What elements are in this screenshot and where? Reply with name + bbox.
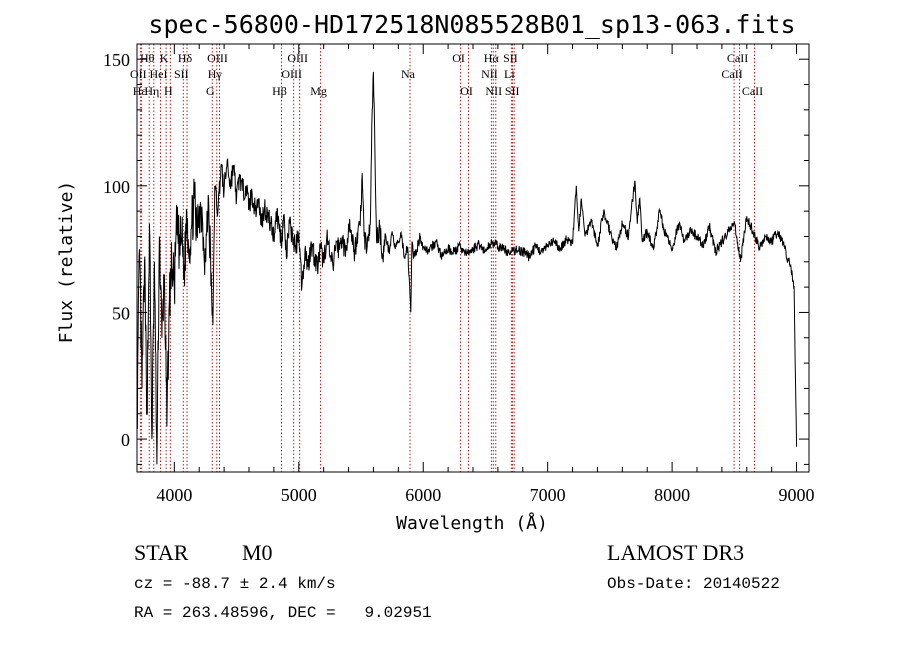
y-axis-label: Flux (relative) [56,181,77,344]
line-label-20: NII [481,67,498,81]
obs-date-text: Obs-Date: 20140522 [607,575,780,593]
line-label-3: K [160,51,169,65]
survey-name: LAMOST DR3 [607,540,745,565]
line-label-2: Hε [133,84,147,98]
x-tick-label-2: 6000 [405,485,441,505]
line-label-7: SII [174,67,189,81]
y-axis-tick-labels: 0 50 100 150 [103,50,130,450]
object-class: STAR [134,540,189,565]
line-label-9: OIII [207,51,228,65]
x-tick-label-4: 8000 [654,485,690,505]
redshift-text: cz = -88.7 ± 2.4 km/s [134,575,336,593]
x-tick-label-0: 4000 [156,485,192,505]
line-label-11: G [206,84,215,98]
x-axis-ticks [173,44,798,472]
line-label-27: CaII [742,84,763,98]
y-axis-ticks [137,58,809,465]
line-label-26: CaII [721,67,742,81]
line-label-16: Na [401,67,416,81]
emission-line-markers [139,44,755,472]
line-label-24: SII [505,84,520,98]
coordinates-text: RA = 263.48596, DEC = 9.02951 [134,604,432,622]
line-label-18: OI [460,84,473,98]
line-label-0: Hθ [140,51,155,65]
line-label-8: H [164,84,173,98]
line-label-12: OIII [287,51,308,65]
x-axis-label: Wavelength (Å) [396,512,548,534]
y-tick-label-0: 0 [121,430,130,450]
line-label-23: Li [504,67,515,81]
line-label-14: Hβ [272,84,287,98]
x-axis-tick-labels: 4000 5000 6000 7000 8000 9000 [156,485,814,505]
x-tick-label-5: 9000 [779,485,815,505]
line-label-17: OI [452,51,465,65]
y-tick-label-1: 50 [112,303,130,323]
object-subclass: M0 [242,540,273,565]
line-label-25: CaII [727,51,748,65]
y-tick-label-2: 100 [103,177,130,197]
line-label-5: Hη [144,84,159,98]
line-label-22: SII [503,51,518,65]
line-label-13: OIII [281,67,302,81]
line-label-19: Hα [484,51,500,65]
x-tick-label-1: 5000 [281,485,317,505]
line-label-21: NII [485,84,502,98]
x-tick-label-3: 7000 [530,485,566,505]
line-label-6: Hδ [178,51,193,65]
plot-frame [136,43,810,473]
line-label-15: Mg [310,84,327,98]
y-tick-label-3: 150 [103,50,130,70]
flux-series-line [136,71,798,465]
line-label-10: Hγ [208,67,223,81]
line-label-1: OII [130,67,147,81]
line-label-4: HeI [150,67,168,81]
chart-title: spec-56800-HD172518N085528B01_sp13-063.f… [148,10,795,39]
